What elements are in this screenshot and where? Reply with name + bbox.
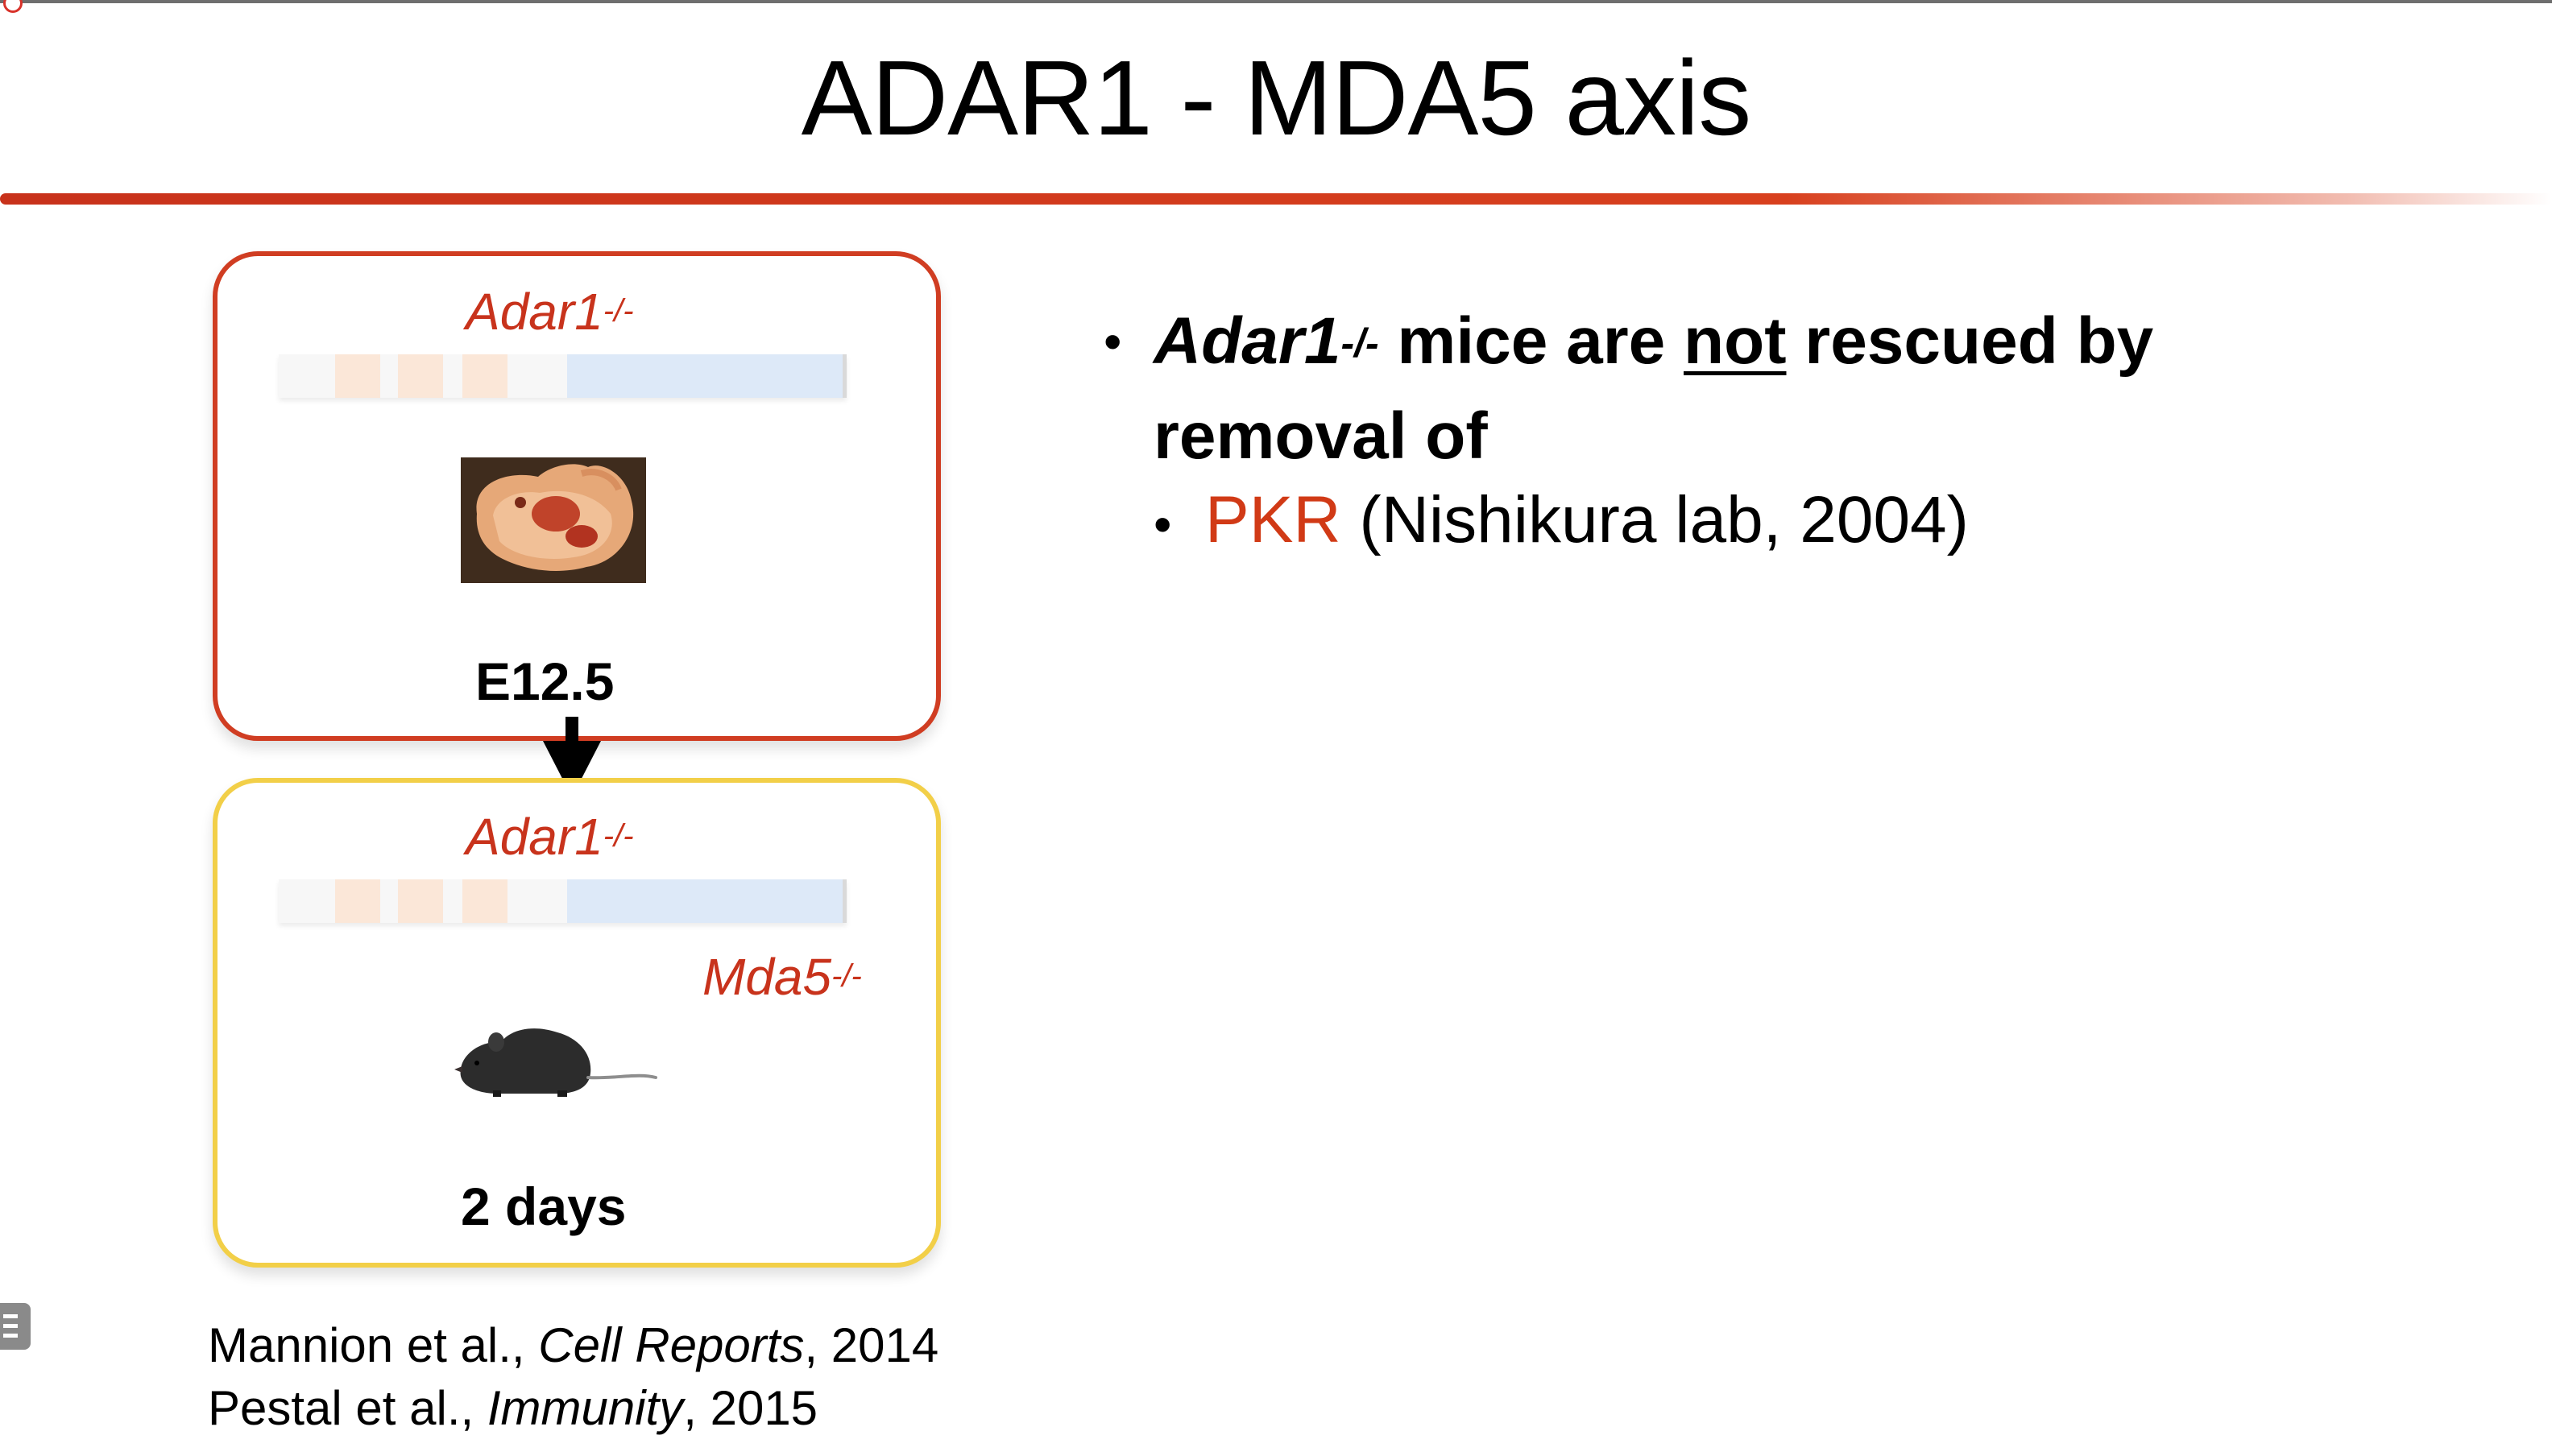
menu-icon-line (3, 1324, 18, 1328)
bullet-text-part: mice are (1378, 304, 1684, 378)
mouse-photo (445, 1010, 662, 1100)
exon-3 (462, 354, 508, 398)
exon-1 (335, 354, 380, 398)
bullet-2-text: (Nishikura lab, 2004) (1340, 483, 1969, 556)
adar1-gene-bar-2 (279, 879, 847, 923)
bullet-highlight-pkr: PKR (1205, 483, 1341, 556)
bullet-emphasis: not (1684, 304, 1787, 378)
exon-2 (398, 879, 443, 923)
embryo-illustration (461, 457, 646, 583)
gene-name: Adar1 (466, 283, 603, 341)
adar1-gene-label: Adar1-/- (466, 282, 634, 341)
bullet-dot: • (1154, 495, 1172, 553)
title-divider (0, 193, 2552, 205)
genotype-superscript: -/- (603, 293, 634, 329)
gene-bar-blue-segment (567, 879, 843, 923)
gene-name: Mda5 (702, 948, 832, 1006)
menu-icon-line (3, 1334, 18, 1338)
genotype-superscript: -/- (603, 818, 634, 854)
genotype-superscript: -/- (831, 958, 862, 994)
references: Mannion et al., Cell Reports, 2014 Pesta… (208, 1314, 938, 1440)
mda5-gene-label: Mda5-/- (702, 947, 862, 1007)
reference-year: , 2014 (804, 1318, 939, 1372)
reference-authors: Mannion et al., (208, 1318, 539, 1372)
gene-name: Adar1 (466, 808, 603, 866)
reference-year: , 2015 (683, 1381, 818, 1435)
exon-1 (335, 879, 380, 923)
adar1-gene-label-2: Adar1-/- (466, 807, 634, 867)
reference-item: Mannion et al., Cell Reports, 2014 (208, 1314, 938, 1377)
reference-journal: Cell Reports (538, 1318, 805, 1372)
down-arrow-shaft (566, 717, 578, 746)
stage-label-2-days: 2 days (461, 1177, 627, 1236)
adar1-mda5-double-knockout-box (213, 778, 941, 1268)
mouse-illustration (454, 1028, 657, 1097)
bullet-gene-superscript: -/- (1340, 321, 1379, 366)
exon-3 (462, 879, 508, 923)
bullet-2: • PKR (Nishikura lab, 2004) (1154, 480, 1969, 565)
reference-authors: Pestal et al., (208, 1381, 487, 1435)
window-top-border (0, 0, 2552, 3)
recording-indicator-icon (3, 0, 23, 13)
adar1-gene-bar (279, 354, 847, 398)
gene-bar-blue-segment (567, 354, 843, 398)
reference-item: Pestal et al., Immunity, 2015 (208, 1377, 938, 1440)
embryo-photo (461, 457, 646, 583)
stage-label-e12-5: E12.5 (475, 651, 615, 711)
bullet-1-text: Adar1-/- mice are not rescued by removal… (1154, 298, 2314, 480)
bullet-gene-name: Adar1 (1154, 304, 1341, 378)
exon-2 (398, 354, 443, 398)
bullet-text-part: rescued by removal of (1154, 304, 2154, 473)
slide-title: ADAR1 - MDA5 axis (801, 39, 1752, 157)
side-panel-toggle[interactable] (0, 1303, 31, 1350)
menu-icon-line (3, 1314, 18, 1318)
reference-journal: Immunity (487, 1381, 684, 1435)
bullet-dot: • (1104, 312, 1122, 370)
